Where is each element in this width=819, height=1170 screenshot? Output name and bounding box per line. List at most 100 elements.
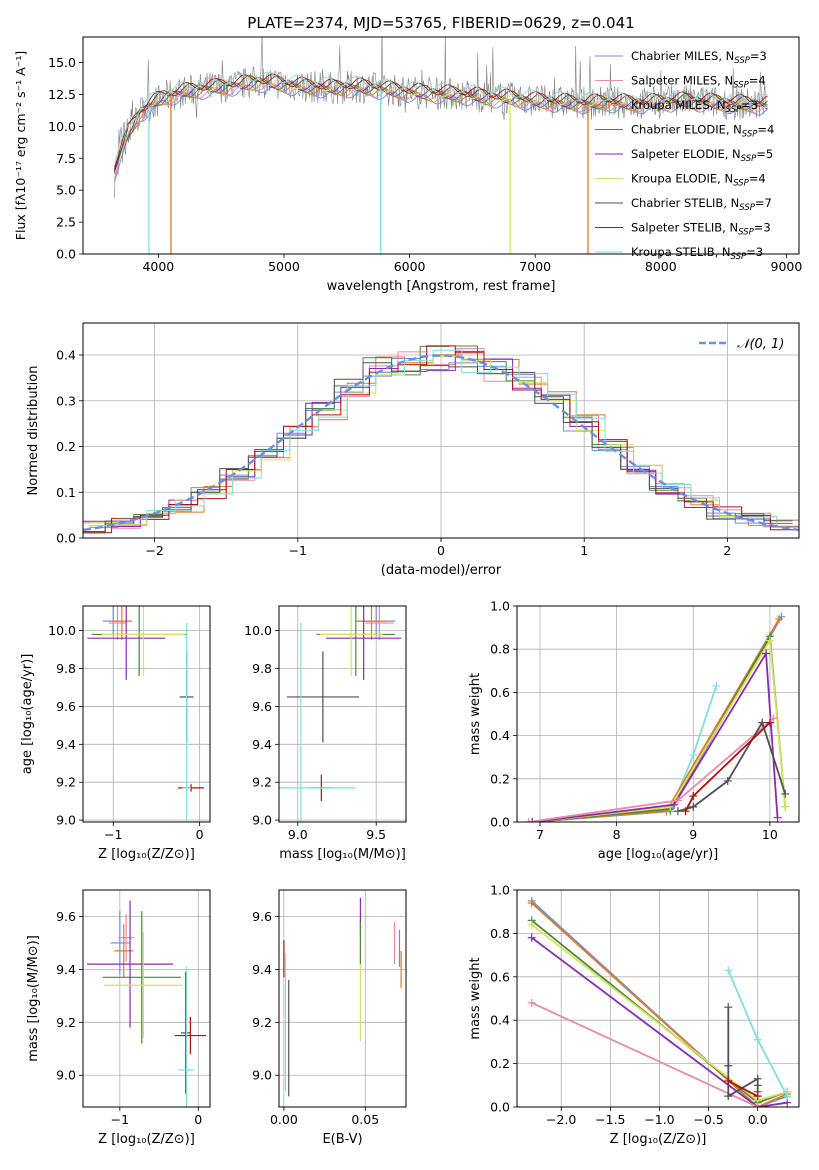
legend-entry: Salpeter ELODIE, NSSP=5	[631, 147, 773, 164]
x-axis-label: E(B-V)	[322, 1132, 362, 1147]
weight-point	[527, 933, 536, 942]
x-tick-label: −0.5	[693, 1112, 723, 1127]
y-tick-label: 0.0	[56, 247, 76, 262]
y-axis-label: mass weight	[468, 957, 483, 1039]
x-tick-label: 0.00	[270, 1112, 298, 1127]
y-tick-label: 9.2	[56, 1015, 76, 1030]
y-tick-label: 9.4	[252, 737, 272, 752]
y-tick-label: 9.0	[252, 813, 272, 828]
weight-vs-age-frame	[516, 605, 800, 823]
y-tick-label: 0.3	[56, 393, 76, 408]
age-vs-mass-marks	[279, 606, 402, 822]
weight-point	[689, 751, 698, 760]
weight-series-chabrier-miles	[532, 616, 783, 822]
x-tick-label: −1	[111, 1112, 129, 1127]
x-tick-label: −1.0	[644, 1112, 674, 1127]
model-spectrum-salpeter-miles	[113, 82, 768, 180]
weight-point	[681, 807, 690, 816]
mass-vs-EBV-marks	[283, 897, 402, 1097]
weight-point	[723, 776, 732, 785]
weight-point	[775, 614, 784, 623]
y-tick-label: 7.5	[56, 151, 76, 166]
model-spectrum-kroupa-stelib	[113, 71, 768, 166]
error-bar-point	[87, 606, 166, 680]
y-tick-label: 0.0	[490, 1100, 510, 1115]
age-vs-Z-marks	[87, 606, 204, 822]
weight-point	[753, 1092, 762, 1101]
error-bar-point	[180, 972, 191, 1094]
error-bar-point	[178, 966, 195, 1107]
legend-entry: Kroupa MILES, NSSP=3	[631, 98, 758, 115]
y-tick-label: 0.4	[56, 348, 76, 363]
weight-series-salpeter-elodie	[532, 650, 779, 822]
weight-point	[724, 1061, 733, 1070]
x-axis-label: Z [log₁₀(Z/Z⊙)]	[610, 1132, 707, 1147]
weight-point	[528, 818, 537, 822]
weight-point	[773, 813, 782, 822]
y-axis-label: Normed distribution	[26, 366, 41, 496]
y-tick-label: 0.1	[56, 485, 76, 500]
y-tick-label: 0.0	[56, 531, 76, 546]
figure-title: PLATE=2374, MJD=53765, FIBERID=0629, z=0…	[247, 14, 634, 32]
y-tick-label: 9.0	[56, 1068, 76, 1083]
weight-series-salpeter-stelib	[727, 1080, 759, 1097]
x-tick-label: −1.5	[595, 1112, 625, 1127]
model-spectrum-salpeter-stelib	[113, 73, 768, 171]
error-bar-point	[104, 932, 183, 1039]
spectrum-frame	[82, 36, 800, 255]
y-tick-label: 0.2	[56, 439, 76, 454]
x-axis-label: mass [log₁₀(M/M⊙)]	[279, 847, 406, 862]
error-bar-point	[102, 911, 181, 1044]
age-vs-mass-panel: 9.0 9.5 9.0 9.2 9.4 9.6 9.8 10.0 mass [log₁₀(M/M…	[244, 605, 407, 862]
x-tick-label: 9000	[771, 259, 803, 274]
x-tick-label: 0	[437, 543, 445, 558]
x-tick-label: 4000	[142, 259, 174, 274]
weight-series-chabrier-elodie	[532, 633, 787, 822]
weight-point	[673, 807, 682, 816]
x-tick-label: 7	[536, 827, 544, 842]
y-tick-label: 10.0	[48, 623, 76, 638]
residual-histogram	[83, 350, 799, 528]
weight-series-kroupa-miles	[531, 902, 788, 1107]
y-tick-label: 12.5	[48, 87, 76, 102]
x-tick-label: 9.0	[288, 827, 308, 842]
weight-point	[527, 899, 536, 908]
mass-vs-Z-marks	[86, 900, 207, 1107]
y-tick-label: 5.0	[56, 183, 76, 198]
y-tick-label: 0.8	[490, 642, 510, 657]
y-tick-label: 9.6	[56, 699, 76, 714]
weight-point	[527, 998, 536, 1007]
weight-series-salpeter-miles	[528, 717, 775, 822]
y-tick-label: 9.4	[56, 737, 76, 752]
y-tick-label: 9.0	[252, 1068, 272, 1083]
weight-point	[527, 920, 536, 929]
y-tick-label: 9.4	[252, 962, 272, 977]
weight-series-kroupa-stelib	[532, 685, 718, 822]
error-bar-point	[182, 623, 191, 822]
x-tick-label: 9	[689, 827, 697, 842]
spectrum-marks	[113, 37, 768, 254]
error-bar-point	[279, 623, 356, 822]
weight-point	[758, 718, 767, 727]
x-tick-label: 0	[196, 827, 204, 842]
x-tick-label: 0.0	[748, 1112, 768, 1127]
x-tick-label: 2	[723, 543, 731, 558]
residuals-frame	[82, 322, 800, 539]
x-tick-label: −2.0	[546, 1112, 576, 1127]
mass-vs-EBV-panel: 0.00 0.05 9.0 9.2 9.4 9.6 E(B-V)	[252, 889, 407, 1147]
mass-vs-Z-frame	[82, 889, 211, 1108]
x-axis-label: Z [log₁₀(Z/Z⊙)]	[98, 1132, 195, 1147]
error-bar-point	[286, 651, 359, 743]
y-axis-label: Flux [fλ10⁻¹⁷ erg cm⁻² s⁻¹ A⁻¹]	[13, 51, 28, 240]
y-tick-label: 0.8	[490, 926, 510, 941]
age-vs-Z-frame	[82, 605, 211, 823]
y-tick-label: 1.0	[490, 883, 510, 898]
y-tick-label: 9.6	[56, 909, 76, 924]
x-tick-label: 0.05	[351, 1112, 379, 1127]
y-tick-label: 0.4	[490, 728, 510, 743]
y-tick-label: 10.0	[48, 119, 76, 134]
y-tick-label: 0.0	[490, 815, 510, 830]
weight-series-salpeter-miles	[531, 1001, 759, 1107]
legend-entry: Chabrier ELODIE, NSSP=4	[631, 123, 774, 140]
x-tick-label: −1	[104, 827, 122, 842]
